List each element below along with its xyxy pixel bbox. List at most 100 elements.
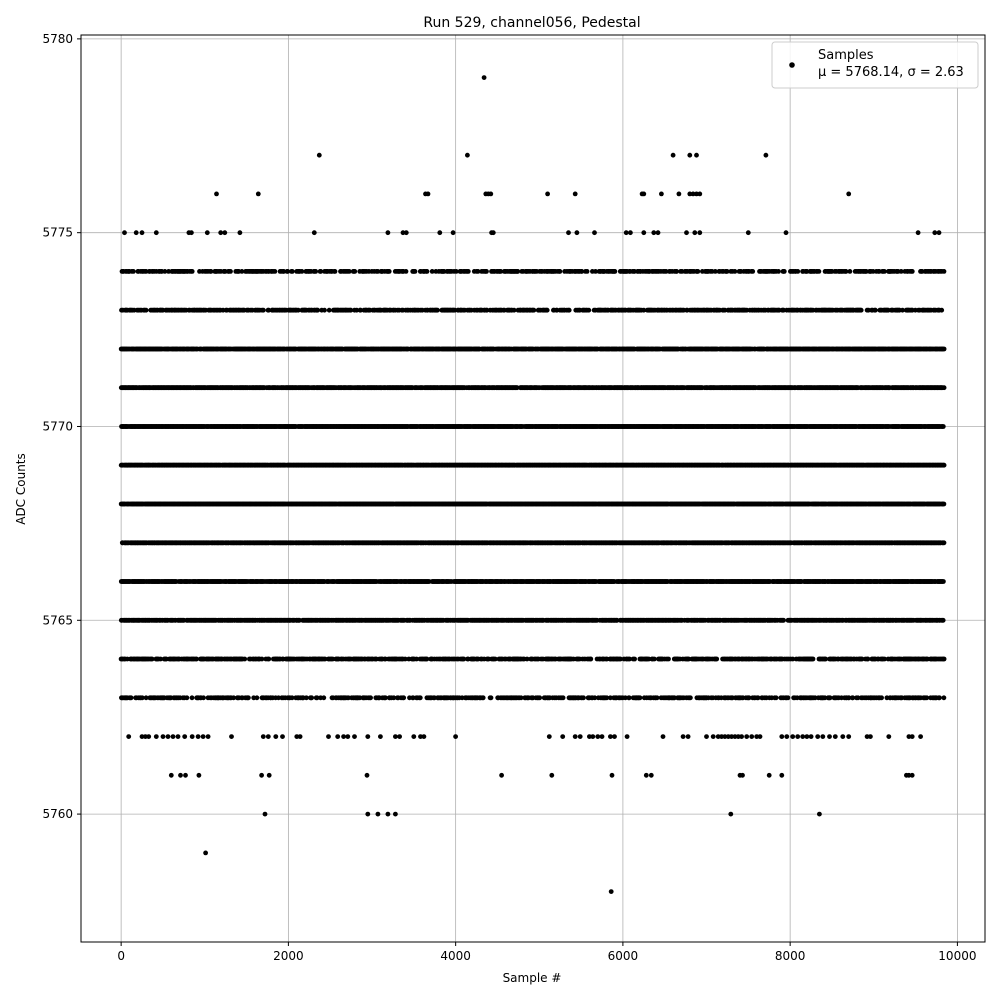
sample-point [315,307,321,313]
sample-point [375,269,381,274]
sample-point [641,230,647,236]
sample-point [932,230,938,236]
sample-point [663,269,669,274]
sample-point [143,307,149,313]
sample-point [318,269,324,274]
sample-point [745,230,751,236]
sample-point [776,269,781,274]
sample-point [684,230,689,236]
sample-point [783,230,789,236]
sample-point [189,230,194,236]
sample-point [566,307,572,313]
sample-point [941,346,947,352]
sample-point [475,269,481,274]
sample-point [261,307,266,313]
sample-point [498,269,504,274]
sample-point [222,230,228,236]
sample-point [732,269,738,274]
sample-point [544,307,550,313]
sample-point [687,152,693,158]
sample-point [311,230,317,236]
sample-point [690,191,696,197]
sample-point [941,385,947,391]
sample-point [316,152,322,158]
sample-point [694,152,699,158]
sample-point [781,269,787,274]
sample-point [909,269,915,274]
sample-point [400,230,406,236]
sample-point [425,191,431,197]
sample-point [674,269,679,274]
sample-point [515,269,521,274]
sample-point [574,230,580,236]
sample-point [153,230,159,236]
sample-point [843,269,849,274]
sample-point [592,230,597,236]
sample-point [289,269,295,274]
sample-point [295,307,301,313]
sample-point [724,269,730,274]
sample-point [346,269,352,274]
sample-point [936,230,942,236]
sample-point [403,269,409,274]
sample-point [870,269,876,274]
sample-point [641,191,647,197]
sample-point [281,269,287,274]
sample-point [131,269,136,274]
sample-point [940,424,946,429]
sample-point [162,269,168,274]
sample-point [285,269,291,274]
sample-point [651,230,657,236]
sample-point [239,269,245,274]
sample-point [687,191,693,197]
sample-point [326,307,332,313]
sample-point [465,152,470,158]
sample-point [354,307,360,313]
sample-point [266,307,272,313]
sample-point [208,269,214,274]
sample-point [313,269,319,274]
sample-point [858,307,864,313]
sample-point [695,269,701,274]
sample-point [579,269,585,274]
sample-point [586,307,592,313]
sample-point [692,230,698,236]
sample-point [941,269,947,274]
sample-point [847,269,853,274]
sample-point [712,269,718,274]
sample-point [557,269,563,274]
sample-point [237,230,243,236]
sample-point [863,269,869,274]
sample-point [299,269,305,274]
sample-point [139,230,145,236]
sample-point [795,269,801,274]
sample-point [490,230,496,236]
sample-point [659,191,664,197]
sample-point [450,230,456,236]
sample-point [424,269,430,274]
sample-point [255,191,261,197]
sample-point [348,307,354,313]
sample-point [697,191,703,197]
sample-point [572,191,578,197]
sample-point [435,307,440,313]
sample-point [623,230,629,236]
sample-point [545,191,550,197]
sample-point [584,269,590,274]
sample-point [218,230,224,236]
sample-point [676,191,682,197]
sample-point [655,230,661,236]
sample-point [511,307,517,313]
sample-point [531,307,537,313]
sample-point [481,75,487,80]
sample-point [484,269,489,274]
grid-lines [81,35,985,942]
sample-point [882,269,887,274]
sample-point [189,269,195,274]
sample-point [915,230,921,236]
sample-point [846,191,852,197]
sample-point [214,191,219,197]
sample-point [453,269,459,274]
sample-point [873,307,878,313]
sample-point [641,307,647,313]
